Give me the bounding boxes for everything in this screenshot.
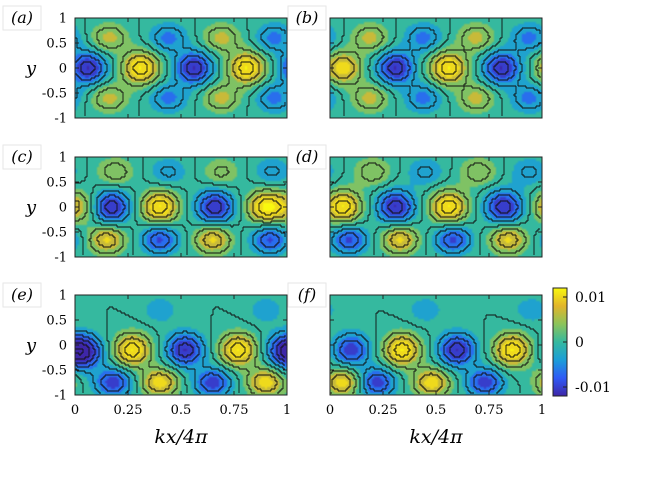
x-tick-label: 0.5 <box>426 403 447 418</box>
y-tick-label: 0 <box>59 201 67 216</box>
y-tick-label: 1 <box>59 12 67 27</box>
y-tick-label: -0.5 <box>42 364 67 379</box>
x-axis-label: kx/4π <box>409 426 463 448</box>
y-tick-label: 0 <box>59 339 67 354</box>
colorbar-max-label: 0.01 <box>575 290 606 306</box>
panel-label: (f) <box>298 285 316 304</box>
colorbar: 0.01 0 -0.01 <box>552 287 611 397</box>
panel-d: (d) <box>287 144 543 258</box>
panel-label-box <box>287 144 327 170</box>
y-axis-label: y <box>25 58 37 79</box>
contour-lines <box>330 310 541 394</box>
y-tick-label: 1 <box>59 151 67 166</box>
contour-lines <box>75 157 286 255</box>
field-raster <box>75 157 287 257</box>
colorbar-min-label: -0.01 <box>575 380 611 396</box>
panel-c: 1 0.5 0 -0.5 -1 y (c) <box>2 144 288 266</box>
panel-label: (b) <box>296 8 319 27</box>
panel-b: (b) <box>287 5 543 119</box>
y-tick-label: 1 <box>59 289 67 304</box>
x-tick-label: 0.75 <box>220 403 249 418</box>
x-tick-label: 0.25 <box>114 403 143 418</box>
y-tick-label: 0.5 <box>46 314 67 329</box>
contour-lines <box>75 306 286 394</box>
panel-label: (c) <box>11 147 32 166</box>
y-tick-label: -1 <box>54 389 67 404</box>
y-axis-label: y <box>25 335 37 356</box>
panel-label: (d) <box>296 147 319 166</box>
y-axis-label: y <box>25 197 37 218</box>
y-tick-label: 0.5 <box>46 37 67 52</box>
x-tick-label: 0 <box>326 403 334 418</box>
panel-label: (a) <box>11 8 33 27</box>
x-tick-label: 1 <box>283 403 291 418</box>
y-tick-label: 0.5 <box>46 176 67 191</box>
panel-label-box <box>2 282 42 308</box>
panel-label-box <box>287 282 327 308</box>
panel-a: 1 0.5 0 -0.5 -1 y (a) <box>2 5 288 127</box>
y-tick-label: -1 <box>54 112 67 127</box>
y-tick-label: -0.5 <box>42 87 67 102</box>
colorbar-mid-label: 0 <box>575 335 584 351</box>
panel-label-box <box>2 144 42 170</box>
x-tick-label: 1 <box>538 403 546 418</box>
panel-e: 1 0.5 0 -0.5 -1 0 0.25 0.5 0.75 1 y kx/4π (e) <box>2 282 291 448</box>
panel-label-box <box>2 5 42 31</box>
contour-lines <box>330 18 541 116</box>
x-tick-label: 0.75 <box>475 403 504 418</box>
x-axis-label: kx/4π <box>154 426 208 448</box>
y-tick-label: -1 <box>54 251 67 266</box>
panel-f: 0 0.25 0.5 0.75 1 kx/4π (f) <box>287 282 546 448</box>
x-tick-label: 0 <box>71 403 79 418</box>
contour-lines <box>330 157 541 255</box>
panel-label: (e) <box>11 285 33 304</box>
x-tick-label: 0.5 <box>171 403 192 418</box>
panel-label-box <box>287 5 327 31</box>
y-tick-label: -0.5 <box>42 226 67 241</box>
y-tick-label: 0 <box>59 62 67 77</box>
contour-lines <box>75 18 286 116</box>
x-tick-label: 0.25 <box>369 403 398 418</box>
